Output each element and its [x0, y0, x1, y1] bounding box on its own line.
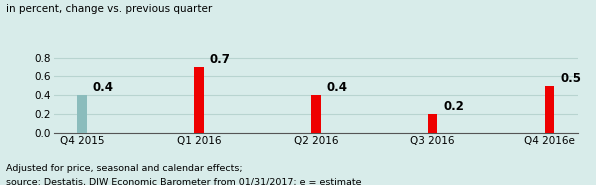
Text: 0.4: 0.4 — [92, 81, 114, 95]
Text: in percent, change vs. previous quarter: in percent, change vs. previous quarter — [6, 4, 212, 14]
Bar — [77, 95, 87, 133]
Text: 0.5: 0.5 — [560, 72, 581, 85]
Text: 0.2: 0.2 — [443, 100, 464, 113]
Bar — [428, 114, 437, 133]
Text: 0.4: 0.4 — [327, 81, 347, 95]
Bar — [311, 95, 321, 133]
Bar — [194, 67, 204, 133]
Text: source: Destatis, DIW Economic Barometer from 01/31/2017; e = estimate: source: Destatis, DIW Economic Barometer… — [6, 178, 361, 185]
Bar — [545, 86, 554, 133]
Text: Adjusted for price, seasonal and calendar effects;: Adjusted for price, seasonal and calenda… — [6, 164, 243, 173]
Text: 0.7: 0.7 — [210, 53, 231, 66]
